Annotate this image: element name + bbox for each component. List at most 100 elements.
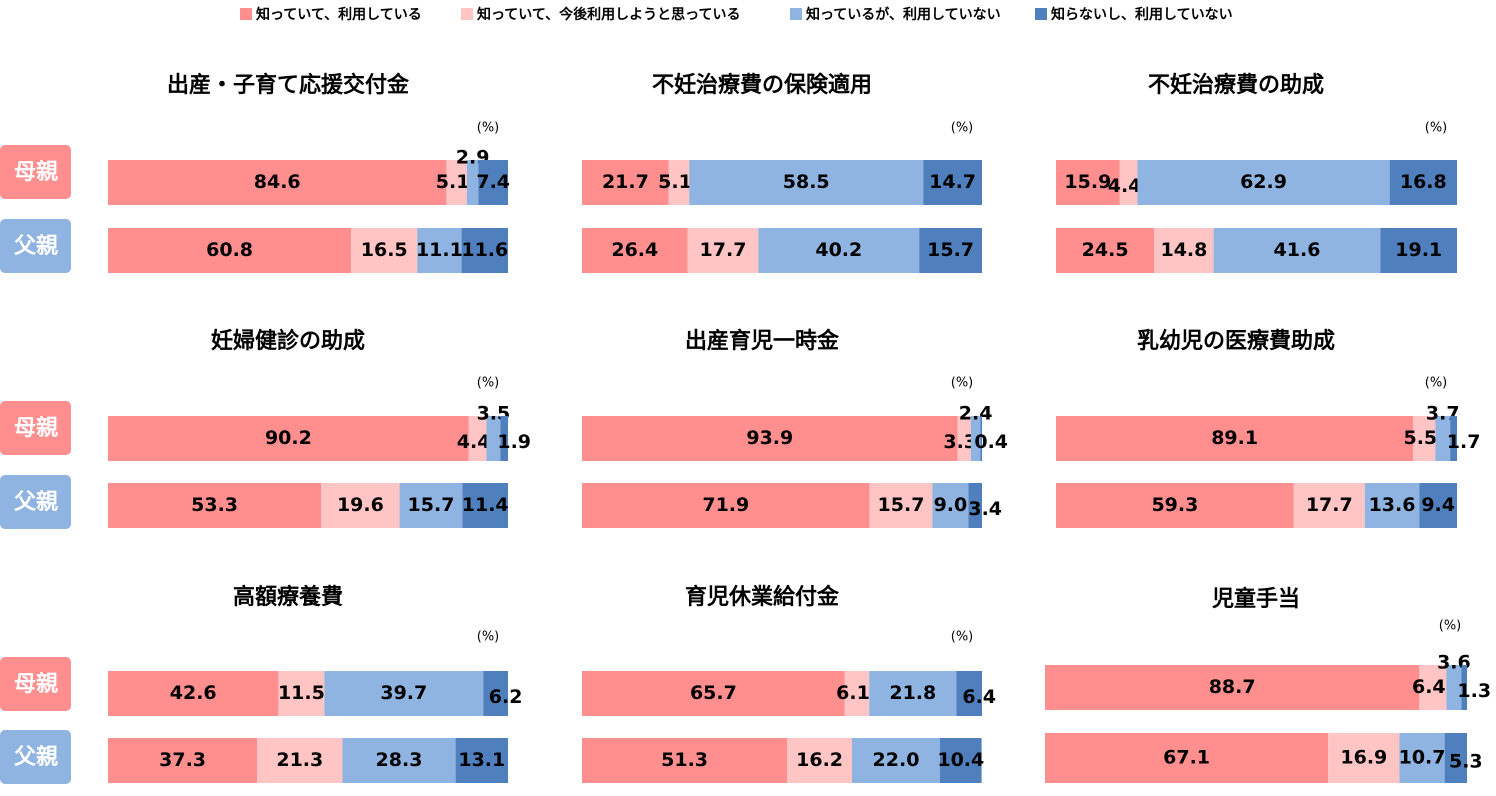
data-label: 9.0 — [934, 494, 968, 516]
bar-segment — [980, 416, 982, 461]
bar-segment — [468, 416, 487, 461]
data-label: 2.4 — [959, 403, 993, 425]
chart-title: 出産・子育て応援交付金 — [167, 72, 410, 98]
data-label: 24.5 — [1082, 239, 1129, 261]
data-label: 22.0 — [873, 749, 920, 771]
data-label: 6.4 — [1412, 676, 1446, 698]
bar-segment — [1413, 416, 1436, 461]
data-label: 7.4 — [476, 171, 510, 193]
unit-label: (%) — [1425, 121, 1448, 136]
chart-title: 高額療養費 — [233, 584, 343, 610]
bar-segment — [417, 228, 462, 273]
data-label: 88.7 — [1209, 676, 1256, 698]
bar-segment — [668, 160, 690, 205]
data-label: 67.1 — [1163, 747, 1210, 769]
data-label: 19.6 — [337, 494, 384, 516]
data-label: 5.5 — [1403, 427, 1437, 449]
data-label: 17.7 — [1306, 494, 1353, 516]
data-label: 62.9 — [1240, 171, 1287, 193]
bar-segment — [852, 738, 940, 783]
bar-segment — [446, 160, 467, 205]
data-label: 13.1 — [458, 749, 505, 771]
chart-panel: 出産育児一時金 (%) 93.9 3.3 2.4 0.4 71.9 15.7 9.0 3.4 — [582, 328, 1008, 528]
bar-segment — [455, 738, 508, 783]
bar-segment — [957, 416, 971, 461]
data-label: 14.8 — [1160, 239, 1207, 261]
data-label: 6.2 — [489, 686, 523, 708]
bar-segment — [787, 738, 852, 783]
legend-swatch — [1035, 8, 1047, 20]
chart-title: 児童手当 — [1211, 586, 1300, 612]
data-label: 3.4 — [968, 498, 1002, 520]
bar-segment — [108, 483, 322, 528]
chart-panel: 出産・子育て応援交付金(%)84.6 5.12.97.460.8 16.5 11.11… — [108, 72, 510, 273]
bar-segment — [466, 160, 479, 205]
bar-segment — [1137, 160, 1390, 205]
unit-label: (%) — [951, 376, 974, 391]
bar-segment — [582, 483, 870, 528]
bar-segment — [1056, 416, 1414, 461]
legend-swatch — [240, 8, 252, 20]
data-label: 11.6 — [461, 239, 508, 261]
bar-segment — [108, 738, 258, 783]
row-label-badge — [0, 401, 71, 455]
bar-segment — [582, 738, 788, 783]
bar-segment — [968, 483, 982, 528]
bar-segment — [970, 416, 981, 461]
unit-label: (%) — [1439, 619, 1462, 634]
chart-title: 不妊治療費の助成 — [1148, 72, 1324, 98]
data-label: 16.2 — [796, 749, 843, 771]
chart-title: 出産育児一時金 — [685, 328, 840, 354]
data-label: 11.1 — [416, 239, 463, 261]
data-label: 17.7 — [700, 239, 747, 261]
bar-segment — [462, 483, 508, 528]
bar-segment — [869, 483, 933, 528]
row-label-mother: 母親 — [0, 145, 71, 199]
data-label: 51.3 — [661, 749, 708, 771]
bar-segment — [1056, 160, 1120, 205]
bar-segment — [1446, 665, 1462, 710]
bar-segment — [321, 483, 400, 528]
bar-segment — [1364, 483, 1420, 528]
bar-segment — [582, 671, 845, 716]
bar-segment — [687, 228, 759, 273]
bar-segment — [108, 228, 352, 273]
bar-segment — [1380, 228, 1457, 273]
data-label: 40.2 — [815, 239, 862, 261]
data-label: 1.3 — [1457, 680, 1491, 702]
bar-segment — [1056, 483, 1294, 528]
row-label-text: 父親 — [14, 745, 58, 770]
data-label: 21.3 — [276, 749, 323, 771]
bar-segment — [582, 228, 688, 273]
row-label-mother: 母親 — [0, 401, 71, 455]
bar-segment — [919, 228, 982, 273]
unit-label: (%) — [477, 376, 500, 391]
data-label: 5.1 — [436, 171, 470, 193]
bar-segment — [1399, 733, 1445, 783]
data-label: 0.4 — [974, 431, 1008, 453]
bar-segment — [582, 416, 958, 461]
legend-label: 知っていて、利用している — [256, 6, 422, 23]
row-label-text: 父親 — [14, 490, 58, 515]
data-label: 26.4 — [611, 239, 658, 261]
data-label: 53.3 — [191, 494, 238, 516]
chart-panel: 高額療養費 (%) 42.6 11.5 39.7 6.2 37.3 21.3 28.3 13.1 — [108, 584, 522, 783]
bar-segment — [932, 483, 969, 528]
row-label-mother: 母親 — [0, 657, 71, 711]
bar-segment — [324, 671, 484, 716]
data-label: 10.7 — [1399, 747, 1446, 769]
data-label: 41.6 — [1274, 239, 1321, 261]
bar-segment — [1293, 483, 1365, 528]
bar-segment — [478, 160, 508, 205]
row-label-text: 母親 — [14, 160, 58, 185]
data-label: 13.6 — [1369, 494, 1416, 516]
row-label-text: 母親 — [14, 416, 58, 441]
bar-segment — [257, 738, 343, 783]
bar-segment — [582, 160, 669, 205]
data-label: 93.9 — [746, 427, 793, 449]
data-label: 1.9 — [497, 431, 531, 453]
data-label: 21.7 — [602, 171, 649, 193]
row-label-text: 父親 — [14, 234, 58, 259]
data-label: 89.1 — [1211, 427, 1258, 449]
chart-panel: 児童手当(%)88.7 6.43.61.367.1 16.9 10.7 5.3 — [1045, 586, 1491, 783]
